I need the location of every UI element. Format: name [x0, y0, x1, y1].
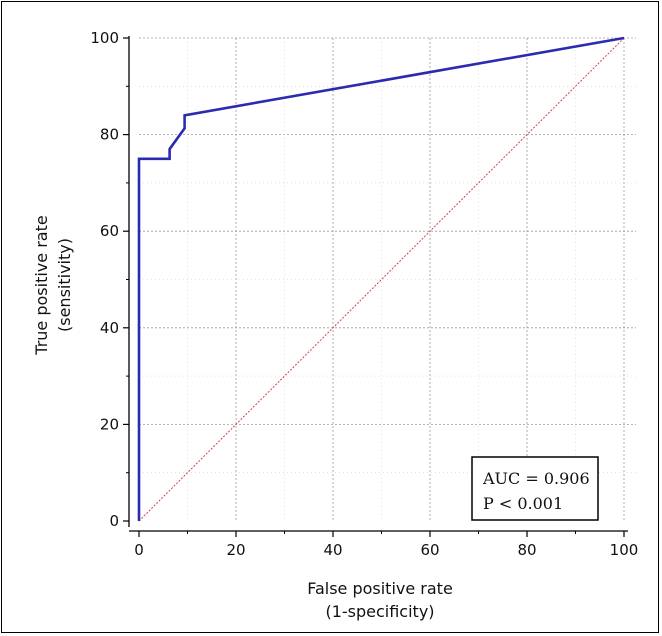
y-tick-label-4: 80	[100, 126, 119, 144]
x-axis-label-line2: (1-specificity)	[325, 602, 434, 621]
y-tick-label-1: 20	[100, 415, 119, 433]
x-tick-label-3: 60	[420, 541, 439, 559]
y-tick-label-2: 40	[100, 319, 119, 337]
p-value-text: P < 0.001	[483, 494, 563, 513]
x-tick-label-4: 80	[517, 541, 536, 559]
y-tick-label-0: 0	[109, 512, 119, 530]
stats-box-border	[471, 456, 599, 521]
auc-text: AUC = 0.906	[482, 469, 590, 488]
x-tick-label-5: 100	[610, 541, 639, 559]
axes	[128, 36, 628, 532]
stats-box: AUC = 0.906 P < 0.001	[471, 456, 599, 521]
y-tick-label-5: 100	[90, 29, 119, 47]
roc-curve	[137, 36, 625, 521]
y-axis-ticks: 0 20 40 60 80 100	[90, 29, 129, 530]
x-tick-label-2: 40	[323, 541, 342, 559]
y-axis-label: True positive rate (sensitivity)	[32, 215, 74, 355]
y-axis-label-line2: (sensitivity)	[55, 238, 74, 332]
x-axis-ticks: 0 20 40 60 80 100	[134, 531, 638, 559]
x-tick-label-0: 0	[134, 541, 144, 559]
x-axis-label: False positive rate (1-specificity)	[307, 579, 453, 621]
x-tick-label-1: 20	[226, 541, 245, 559]
grid-lines	[139, 37, 636, 521]
x-axis-label-line1: False positive rate	[307, 579, 453, 598]
roc-series	[137, 36, 625, 521]
y-axis-label-line1: True positive rate	[32, 215, 51, 355]
y-tick-label-3: 60	[100, 222, 119, 240]
